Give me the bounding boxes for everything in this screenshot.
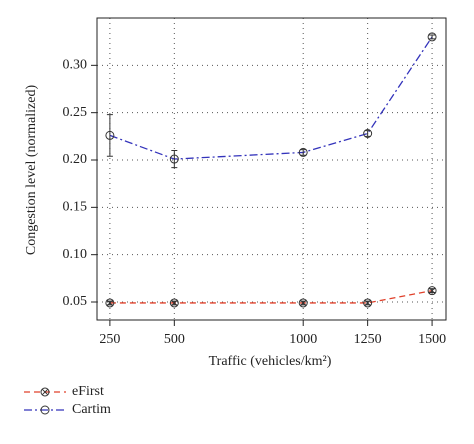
y-tick-label: 0.15 [63, 200, 88, 215]
point [427, 286, 437, 296]
series-line [109, 36, 433, 160]
marker [40, 405, 50, 415]
marker [169, 154, 179, 164]
y-tick-label: 0.30 [63, 58, 88, 73]
marker [427, 286, 437, 296]
marker [40, 387, 50, 397]
point [105, 130, 115, 140]
point [298, 298, 308, 308]
x-tick-label: 500 [164, 332, 185, 347]
marker [427, 32, 437, 42]
marker [363, 128, 373, 138]
marker [298, 298, 308, 308]
marker-cross [41, 388, 49, 396]
point [169, 298, 179, 308]
error-bar [106, 114, 113, 157]
point [298, 147, 308, 157]
marker-cross [171, 299, 178, 307]
x-tick-label: 1250 [354, 332, 382, 347]
marker [105, 130, 115, 140]
error-bar [364, 130, 371, 137]
marker-cross [428, 287, 436, 294]
marker-cross [106, 299, 114, 307]
marker-cross [300, 299, 307, 307]
marker [169, 298, 179, 308]
point [363, 128, 373, 138]
x-tick-label: 250 [99, 332, 120, 347]
point [169, 154, 179, 164]
point [363, 298, 373, 308]
marker [298, 147, 308, 157]
point [40, 387, 50, 397]
y-axis-label: Congestion level (normalized) [24, 85, 39, 256]
error-bar [171, 150, 178, 169]
x-tick-label: 1500 [418, 332, 446, 347]
y-tick-label: 0.20 [63, 152, 88, 167]
point [427, 32, 437, 42]
x-tick-label: 1000 [289, 332, 317, 347]
series-line [109, 290, 433, 304]
y-tick-label: 0.10 [63, 247, 88, 262]
marker [363, 298, 373, 308]
plot-frame [96, 17, 447, 321]
error-bar [429, 34, 436, 40]
marker [105, 298, 115, 308]
legend-label: Cartim [72, 402, 111, 417]
y-tick-label: 0.05 [63, 294, 88, 309]
point [105, 298, 115, 308]
y-tick-label: 0.25 [63, 105, 88, 120]
marker-cross [364, 299, 371, 307]
error-bar [300, 149, 307, 156]
legend-label: eFirst [72, 384, 104, 399]
x-axis-label: Traffic (vehicles/km²) [209, 354, 332, 369]
point [40, 405, 50, 415]
